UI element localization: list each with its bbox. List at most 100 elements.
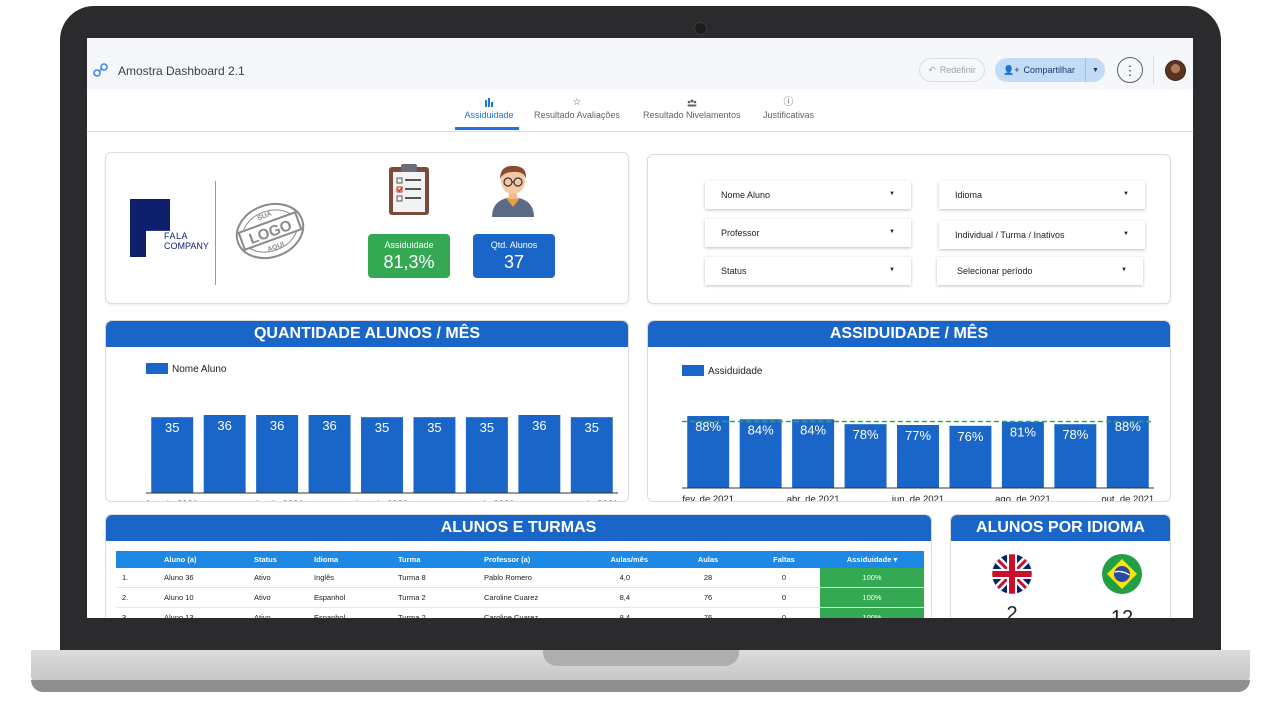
col-header-professor[interactable]: Professor (a) <box>484 555 531 564</box>
chart-bar[interactable] <box>1106 416 1149 488</box>
sua-logo-aqui-stamp-icon: LOGO SUA AQUI <box>235 202 305 260</box>
col-header-assiduidade[interactable]: Assiduidade ▾ <box>846 555 898 564</box>
chart-bar[interactable] <box>413 417 456 493</box>
add-person-icon: 👤+ <box>1003 64 1020 75</box>
cell-status: Ativo <box>254 593 271 602</box>
bar-data-label: 84% <box>748 422 774 437</box>
share-dropdown-icon[interactable]: ▼ <box>1085 58 1105 82</box>
chart-bar[interactable] <box>256 415 299 493</box>
bar-data-label: 78% <box>853 427 879 442</box>
table-row[interactable]: 3. Aluno 13 Ativo Espanhol Turma 2 Caroline C… <box>116 608 924 618</box>
table-body: 1. Aluno 36 Ativo Inglês Turma 8 Pablo Romero… <box>116 568 924 618</box>
chart-bar[interactable] <box>518 415 561 493</box>
chart-title: QUANTIDADE ALUNOS / MÊS <box>106 321 628 347</box>
qtd-alunos-kpi-card: Qtd. Alunos 37 <box>473 234 555 278</box>
report-title[interactable]: Amostra Dashboard 2.1 <box>118 64 245 78</box>
filter-status[interactable]: Status ▼ <box>705 257 911 285</box>
logo-divider <box>215 181 216 285</box>
chart-bar[interactable] <box>465 417 508 493</box>
filter-individual-turma-inativos[interactable]: Individual / Turma / Inativos ▼ <box>939 221 1145 249</box>
col-header-turma[interactable]: Turma <box>398 555 421 564</box>
chart-bar[interactable] <box>844 424 887 488</box>
bar-chart-icon <box>485 98 493 107</box>
cell-idioma: Espanhol <box>314 593 346 602</box>
tab-resultado-avaliacoes[interactable]: ☆ Resultado Avaliações <box>534 96 620 120</box>
table-row[interactable]: 2. Aluno 10 Ativo Espanhol Turma 2 Caroline C… <box>116 588 924 608</box>
chart-bar[interactable] <box>792 419 835 488</box>
share-button[interactable]: 👤+ Compartilhar ▼ <box>995 58 1105 82</box>
filter-label: Individual / Turma / Inativos <box>955 230 1065 240</box>
quantidade-alunos-chart[interactable]: Nome Aluno35fev. de 202136mar. de 202136… <box>106 347 629 502</box>
bar-data-label: 78% <box>1062 427 1088 442</box>
kpi-value: 81,3% <box>383 252 435 272</box>
col-header-status[interactable]: Status <box>254 555 277 564</box>
x-tick-label: out. de 2021 <box>1101 494 1154 502</box>
tab-label: Assiduidade <box>464 110 514 120</box>
cell-aluno: Aluno 13 <box>164 613 194 618</box>
tab-resultado-nivelamentos[interactable]: Resultado Nivelamentos <box>643 96 741 120</box>
cell-turma: Turma 2 <box>398 593 426 602</box>
dropdown-caret-icon: ▼ <box>1121 267 1127 273</box>
chart-bar[interactable] <box>151 417 194 493</box>
x-tick-label: fev. de 2021 <box>146 499 198 502</box>
chart-bar[interactable] <box>739 419 782 488</box>
bar-data-label: 36 <box>322 418 336 433</box>
bar-data-label: 35 <box>427 420 441 435</box>
chart-bar[interactable] <box>1001 421 1044 488</box>
cell-professor: Caroline Cuarez <box>484 593 539 602</box>
reset-label: Redefinir <box>939 65 976 75</box>
col-header-idioma[interactable]: Idioma <box>314 555 339 564</box>
bar-data-label: 36 <box>532 418 546 433</box>
chart-bar[interactable] <box>308 415 351 493</box>
cell-turma: Turma 8 <box>398 573 426 582</box>
toolbar-divider <box>1153 56 1154 84</box>
chart-bar[interactable] <box>570 417 613 493</box>
table-row[interactable]: 1. Aluno 36 Ativo Inglês Turma 8 Pablo Romero… <box>116 568 924 588</box>
filter-idioma[interactable]: Idioma ▼ <box>939 181 1145 209</box>
filter-label: Nome Aluno <box>721 190 771 200</box>
tab-label: Justificativas <box>763 110 815 120</box>
chart-bar[interactable] <box>203 415 246 493</box>
bar-data-label: 35 <box>165 420 179 435</box>
col-header-aulas-mes[interactable]: Aulas/mês <box>610 555 648 564</box>
cell-professor: Caroline Cuarez <box>484 613 539 618</box>
filter-nome-aluno[interactable]: Nome Aluno ▼ <box>705 181 911 209</box>
tab-label: Resultado Avaliações <box>534 110 620 120</box>
cell-status: Ativo <box>254 613 271 618</box>
uk-flag-icon <box>991 553 1033 595</box>
cell-faltas: 0 <box>781 573 787 582</box>
cell-assiduidade: 100% <box>820 568 924 587</box>
chart-bar[interactable] <box>897 425 939 488</box>
kpi-label: Assiduidade <box>384 240 434 250</box>
cell-idioma: Espanhol <box>314 613 346 618</box>
cell-index: 3. <box>122 613 129 618</box>
col-header-aulas[interactable]: Aulas <box>697 555 719 564</box>
chart-bar[interactable] <box>687 416 730 488</box>
reset-button[interactable]: ↶ Redefinir <box>919 58 985 82</box>
bar-data-label: 36 <box>270 418 284 433</box>
group-icon <box>687 99 697 107</box>
filter-label: Selecionar período <box>957 266 1033 276</box>
lang-count-es: 12 <box>1110 607 1134 618</box>
clipboard-checklist-icon <box>389 164 429 215</box>
cell-aulas-mes: 8,4 <box>619 613 630 618</box>
tab-assiduidade[interactable]: Assiduidade <box>463 96 515 120</box>
tab-justificativas[interactable]: ⓘ Justificativas <box>763 96 814 120</box>
chart-title: ASSIDUIDADE / MÊS <box>648 321 1170 347</box>
x-tick-label: ago. de 2021 <box>995 494 1050 502</box>
chart-bar[interactable] <box>949 425 992 488</box>
star-icon: ☆ <box>572 97 582 108</box>
more-options-icon[interactable]: ⋮ <box>1117 57 1143 83</box>
legend-swatch <box>146 363 168 374</box>
chart-bar[interactable] <box>1054 424 1097 488</box>
col-header-faltas[interactable]: Faltas <box>773 555 795 564</box>
col-header-aluno[interactable]: Aluno (a) <box>164 555 197 564</box>
date-range-picker[interactable]: Selecionar período ▼ <box>937 257 1143 285</box>
bar-data-label: 77% <box>905 428 931 443</box>
avatar[interactable] <box>1165 60 1186 81</box>
filter-professor[interactable]: Professor ▼ <box>705 219 911 247</box>
bar-data-label: 36 <box>217 418 231 433</box>
chart-bar[interactable] <box>361 417 403 493</box>
looker-studio-logo-icon <box>93 63 108 77</box>
